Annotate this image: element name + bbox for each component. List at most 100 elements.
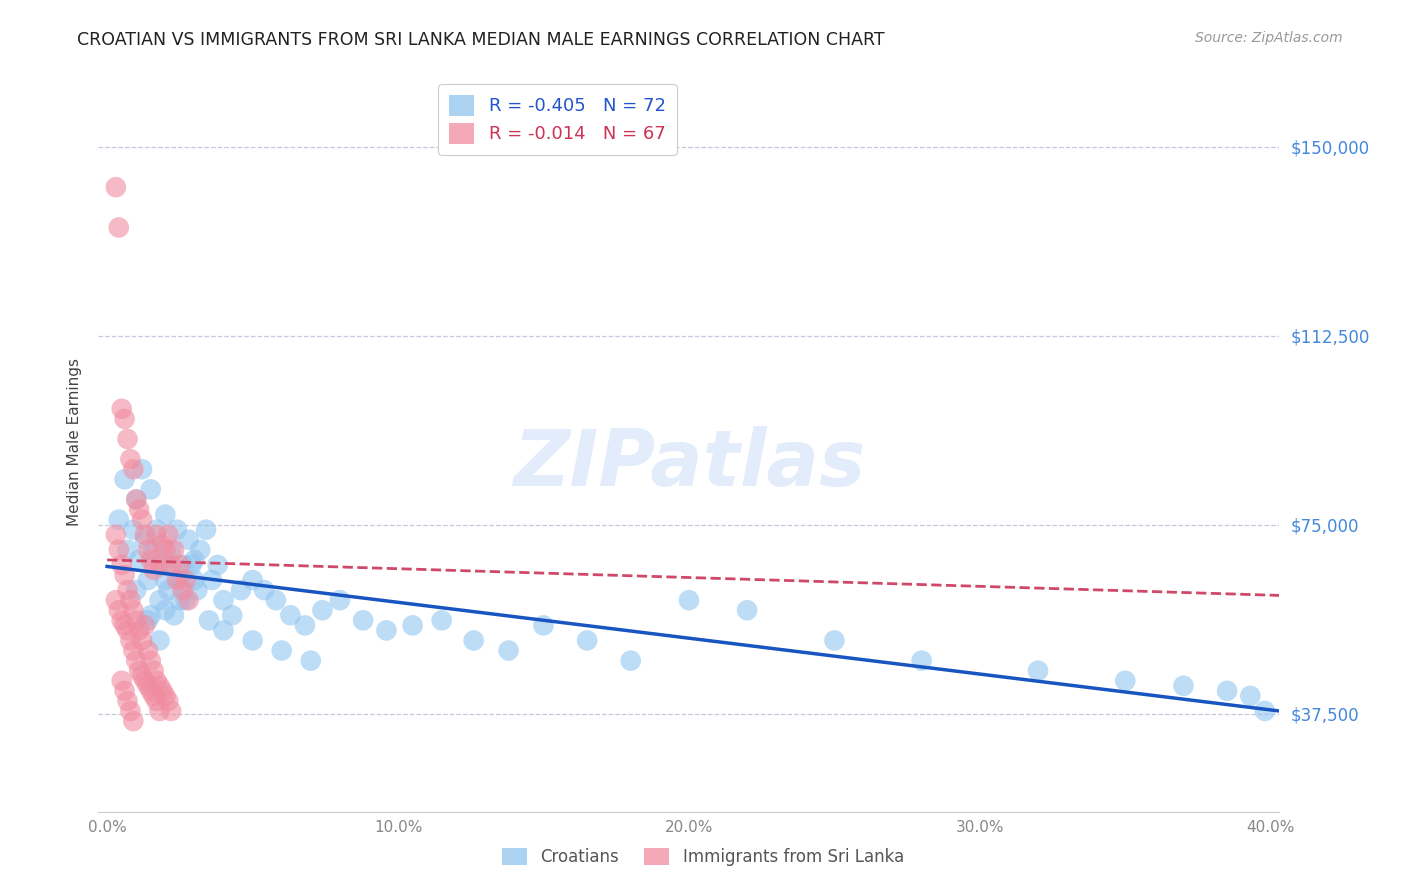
Point (131, 513, 153, 527)
Point (125, 583, 148, 598)
Point (160, 704, 183, 718)
Point (160, 542, 183, 557)
Point (139, 654, 162, 668)
Point (155, 542, 177, 557)
Point (111, 613, 134, 627)
Point (169, 573, 191, 587)
Point (463, 633, 485, 648)
Point (311, 603, 333, 617)
Point (207, 558, 229, 572)
Point (104, 527, 127, 541)
Point (111, 401, 134, 416)
Point (160, 558, 183, 572)
Point (1173, 679, 1195, 693)
Point (174, 593, 197, 607)
Point (134, 527, 156, 541)
Point (107, 220, 129, 235)
Point (188, 542, 211, 557)
Point (142, 563, 165, 577)
Point (177, 593, 200, 607)
Point (242, 633, 264, 648)
Point (122, 643, 145, 657)
Point (183, 573, 205, 587)
Point (117, 432, 139, 446)
Point (401, 618, 423, 632)
Point (122, 603, 145, 617)
Point (157, 694, 180, 708)
Legend: Croatians, Immigrants from Sri Lanka: Croatians, Immigrants from Sri Lanka (495, 841, 911, 873)
Point (120, 452, 142, 467)
Point (148, 558, 170, 572)
Legend: R = -0.405   N = 72, R = -0.014   N = 67: R = -0.405 N = 72, R = -0.014 N = 67 (439, 84, 676, 154)
Point (212, 624, 235, 638)
Point (142, 542, 165, 557)
Point (131, 633, 153, 648)
Point (142, 664, 165, 678)
Point (120, 704, 142, 718)
Point (1254, 704, 1277, 718)
Point (299, 654, 322, 668)
Point (430, 613, 453, 627)
Point (145, 694, 167, 708)
Point (107, 603, 129, 617)
Point (576, 633, 599, 648)
Point (201, 573, 224, 587)
Point (1216, 683, 1239, 698)
Point (120, 593, 142, 607)
Point (122, 714, 145, 728)
Point (678, 593, 700, 607)
Point (114, 618, 136, 632)
Point (155, 603, 177, 617)
Point (111, 673, 134, 688)
Point (1114, 673, 1136, 688)
Point (145, 523, 167, 537)
Point (157, 583, 180, 598)
Point (107, 513, 129, 527)
Point (352, 613, 374, 627)
Point (139, 608, 162, 623)
Point (136, 643, 159, 657)
Point (139, 553, 162, 567)
Point (114, 568, 136, 582)
Point (128, 664, 150, 678)
Point (186, 583, 208, 598)
Point (125, 654, 148, 668)
Text: CROATIAN VS IMMIGRANTS FROM SRI LANKA MEDIAN MALE EARNINGS CORRELATION CHART: CROATIAN VS IMMIGRANTS FROM SRI LANKA ME… (77, 31, 884, 49)
Point (117, 583, 139, 598)
Point (174, 573, 197, 587)
Point (155, 689, 177, 703)
Y-axis label: Median Male Earnings: Median Male Earnings (66, 358, 82, 525)
Point (117, 624, 139, 638)
Point (125, 492, 148, 507)
Point (198, 613, 221, 627)
Point (169, 558, 191, 572)
Point (152, 683, 174, 698)
Point (157, 527, 180, 541)
Point (148, 679, 170, 693)
Point (533, 618, 555, 632)
Point (152, 558, 174, 572)
Point (155, 508, 177, 522)
Point (111, 558, 134, 572)
Point (128, 553, 150, 567)
Point (180, 558, 202, 572)
Point (120, 633, 142, 648)
Point (169, 593, 191, 607)
Point (155, 573, 177, 587)
Point (294, 618, 316, 632)
Point (823, 633, 845, 648)
Point (280, 608, 302, 623)
Text: ZIPatlas: ZIPatlas (513, 425, 865, 502)
Point (166, 523, 188, 537)
Point (122, 462, 145, 476)
Point (136, 573, 159, 587)
Point (172, 558, 194, 572)
Point (114, 412, 136, 426)
Point (270, 643, 292, 657)
Point (620, 654, 643, 668)
Point (242, 573, 264, 587)
Point (163, 608, 186, 623)
Point (163, 542, 186, 557)
Point (136, 679, 159, 693)
Point (152, 538, 174, 552)
